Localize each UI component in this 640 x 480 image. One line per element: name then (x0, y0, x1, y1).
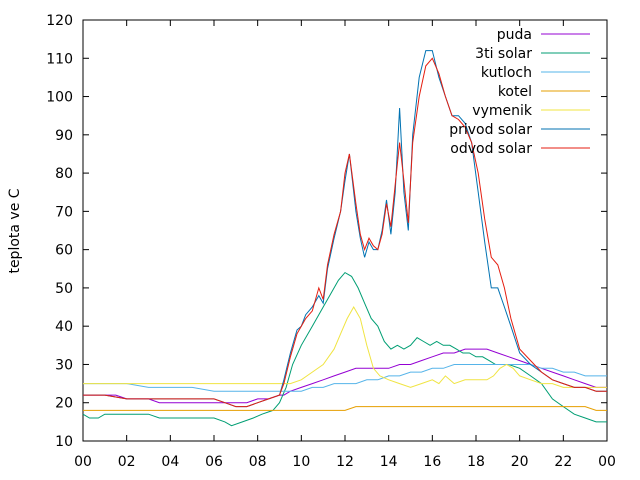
x-tick-label: 20 (511, 454, 529, 470)
legend-label: privod solar (449, 122, 532, 138)
x-tick-label: 00 (598, 454, 616, 470)
y-tick-label: 10 (55, 434, 73, 450)
x-tick-label: 22 (554, 454, 572, 470)
series-line-kutloch (83, 364, 607, 392)
x-tick-label: 12 (336, 454, 354, 470)
x-tick-label: 04 (161, 454, 179, 470)
y-tick-label: 50 (55, 281, 73, 297)
y-tick-label: 20 (55, 396, 73, 412)
y-tick-label: 40 (55, 319, 73, 335)
series-line-kotel (83, 406, 607, 411)
x-tick-label: 18 (467, 454, 485, 470)
y-axis-ticks: 10 20 30 40 50 60 70 80 90 100 110 120 (46, 13, 607, 450)
series-line-puda (83, 348, 607, 404)
legend-label: puda (497, 27, 532, 43)
legend-label: vymenik (472, 103, 533, 119)
x-tick-label: 08 (249, 454, 267, 470)
x-tick-label: 10 (292, 454, 310, 470)
legend-label: odvod solar (450, 141, 532, 157)
y-tick-label: 90 (55, 128, 73, 144)
y-tick-label: 60 (55, 243, 73, 259)
y-tick-label: 120 (46, 13, 73, 29)
legend-label: kotel (498, 84, 532, 100)
x-axis-ticks: 00 02 04 06 08 10 12 14 16 18 20 22 00 (74, 20, 616, 470)
legend: puda 3ti solar kutloch kotel vymenik privod s… (449, 27, 590, 157)
x-tick-label: 16 (423, 454, 441, 470)
y-tick-label: 80 (55, 166, 73, 182)
y-tick-label: 70 (55, 204, 73, 220)
series-line-vymenik (83, 305, 607, 388)
y-tick-label: 100 (46, 90, 73, 106)
series-line-odvod-solar (83, 57, 607, 408)
y-tick-label: 110 (46, 51, 73, 67)
x-tick-label: 14 (380, 454, 398, 470)
legend-label: 3ti solar (475, 46, 532, 62)
y-axis-label: teplota ve C (7, 188, 23, 273)
series-lines (82, 50, 607, 427)
legend-label: kutloch (481, 65, 532, 81)
x-tick-label: 00 (74, 454, 92, 470)
y-tick-label: 30 (55, 357, 73, 373)
x-tick-label: 06 (205, 454, 223, 470)
x-tick-label: 02 (118, 454, 136, 470)
